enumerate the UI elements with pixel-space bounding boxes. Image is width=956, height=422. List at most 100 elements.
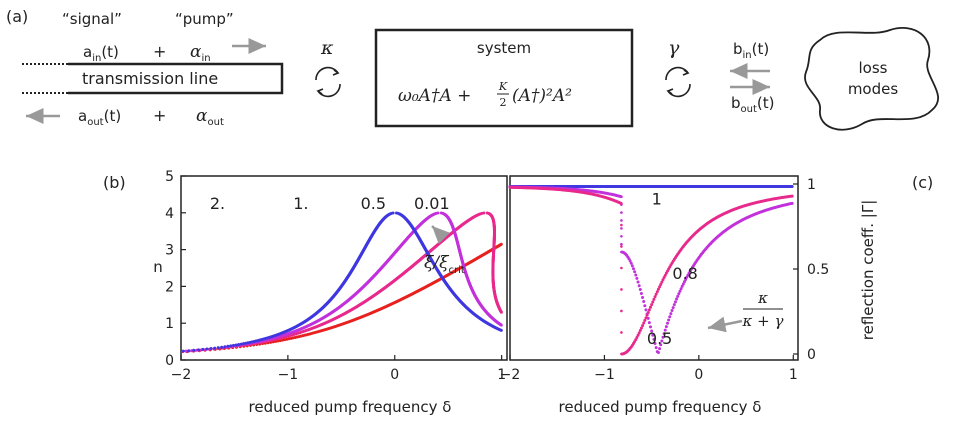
data-point: [643, 304, 647, 308]
data-point: [620, 202, 623, 205]
data-point: [629, 261, 633, 265]
series-label: 0.5: [361, 194, 386, 213]
data-point: [620, 223, 623, 227]
panel-c-xlabel: reduced pump frequency δ: [559, 398, 762, 416]
data-point: [620, 309, 623, 313]
data-point: [192, 348, 196, 352]
data-point: [682, 280, 686, 284]
data-point: [641, 324, 645, 328]
data-point: [678, 289, 682, 293]
data-point: [635, 335, 639, 339]
data-point: [394, 211, 398, 215]
panel-a-label: (a): [6, 7, 28, 26]
panel-c-ticks: −2 −1 0 100.51: [500, 177, 830, 383]
hamiltonian-frac-den: 2: [500, 96, 507, 109]
data-point: [642, 300, 646, 304]
y-tick-label: 0: [807, 347, 816, 363]
panel-c-ylabel: reflection coeff. |Γ|: [859, 200, 877, 340]
data-point: [187, 349, 191, 353]
xi-annotation: ξ/ξcrit: [424, 253, 465, 276]
data-point: [237, 343, 241, 347]
data-point: [669, 312, 673, 316]
y-tick-label: 4: [165, 206, 174, 222]
panel-b-frame: [180, 175, 508, 361]
x-tick-label: −1: [278, 367, 299, 383]
y-tick-label: 2: [165, 279, 174, 295]
alpha-out-label: αout: [196, 106, 224, 128]
series-label: 0.8: [672, 264, 697, 283]
data-point: [658, 347, 662, 351]
series-001: [181, 211, 503, 353]
panel-c-series-labels: 1 0.8 0.5: [647, 189, 698, 347]
data-point: [661, 278, 665, 282]
data-point: [650, 329, 654, 333]
loss-modes-blob: [804, 27, 939, 131]
data-point: [620, 219, 623, 222]
y-tick-label: 0.5: [807, 262, 829, 278]
loss-modes-label-1: loss: [859, 59, 888, 77]
data-point: [637, 284, 641, 288]
data-point: [201, 347, 205, 351]
data-point: [620, 266, 623, 270]
data-point: [680, 284, 684, 288]
data-point: [220, 345, 224, 349]
data-point: [651, 300, 655, 304]
x-tick-label: 1: [789, 367, 798, 383]
b-in-label: bin(t): [733, 40, 769, 61]
series-label: 0.5: [647, 329, 672, 348]
data-point: [659, 282, 663, 286]
loss-modes-label-2: modes: [848, 80, 899, 98]
series-05: [508, 185, 794, 356]
data-point: [620, 245, 623, 248]
data-point: [790, 194, 794, 198]
data-point: [638, 288, 642, 292]
data-point: [667, 318, 671, 322]
data-point: [673, 300, 677, 304]
data-point: [641, 295, 645, 299]
data-point: [649, 325, 653, 329]
x-tick-label: −2: [171, 367, 192, 383]
data-point: [658, 285, 662, 289]
data-point: [663, 328, 667, 332]
data-point: [482, 211, 486, 215]
panel-b-xlabel: reduced pump frequency δ: [249, 398, 452, 416]
transmission-line-box: [68, 62, 284, 95]
data-point: [196, 348, 200, 352]
ratio-num: κ: [757, 289, 768, 307]
data-point: [656, 350, 660, 354]
data-point: [650, 303, 654, 307]
data-point: [661, 335, 665, 339]
panel-b: (b) −2 −1 0 1 0 1 2 3 4 5 n reduced pump frequenc…: [103, 169, 508, 416]
panel-c: (c) −2 −1 0 100.51 reduced pump frequency δ…: [500, 173, 934, 416]
y-tick-label: 5: [165, 169, 174, 185]
data-point: [184, 349, 188, 353]
data-point: [646, 316, 650, 320]
data-point: [666, 321, 670, 325]
data-point: [660, 339, 664, 343]
data-point: [635, 276, 639, 280]
data-point: [620, 195, 623, 199]
x-tick-label: −1: [594, 367, 615, 383]
panel-c-frame: [509, 175, 799, 361]
signal-label: “signal”: [62, 10, 122, 28]
panel-b-series-labels: 2. 1. 0.5 0.01: [210, 194, 450, 213]
xi-arrow: [431, 225, 451, 245]
ratio-den: κ + γ: [742, 312, 784, 330]
data-point: [668, 315, 672, 319]
data-point: [652, 337, 656, 341]
data-point: [620, 250, 623, 254]
series-2: [185, 242, 503, 354]
data-point: [653, 342, 657, 346]
data-point: [677, 292, 681, 296]
data-point: [205, 347, 209, 351]
data-point: [620, 242, 623, 246]
data-point: [651, 333, 655, 337]
data-point: [676, 294, 680, 298]
data-point: [639, 326, 643, 330]
b-out-label: bout(t): [731, 94, 775, 115]
y-tick-label: 1: [165, 316, 174, 332]
data-point: [671, 306, 675, 310]
data-point: [239, 342, 243, 346]
data-point: [643, 318, 647, 322]
